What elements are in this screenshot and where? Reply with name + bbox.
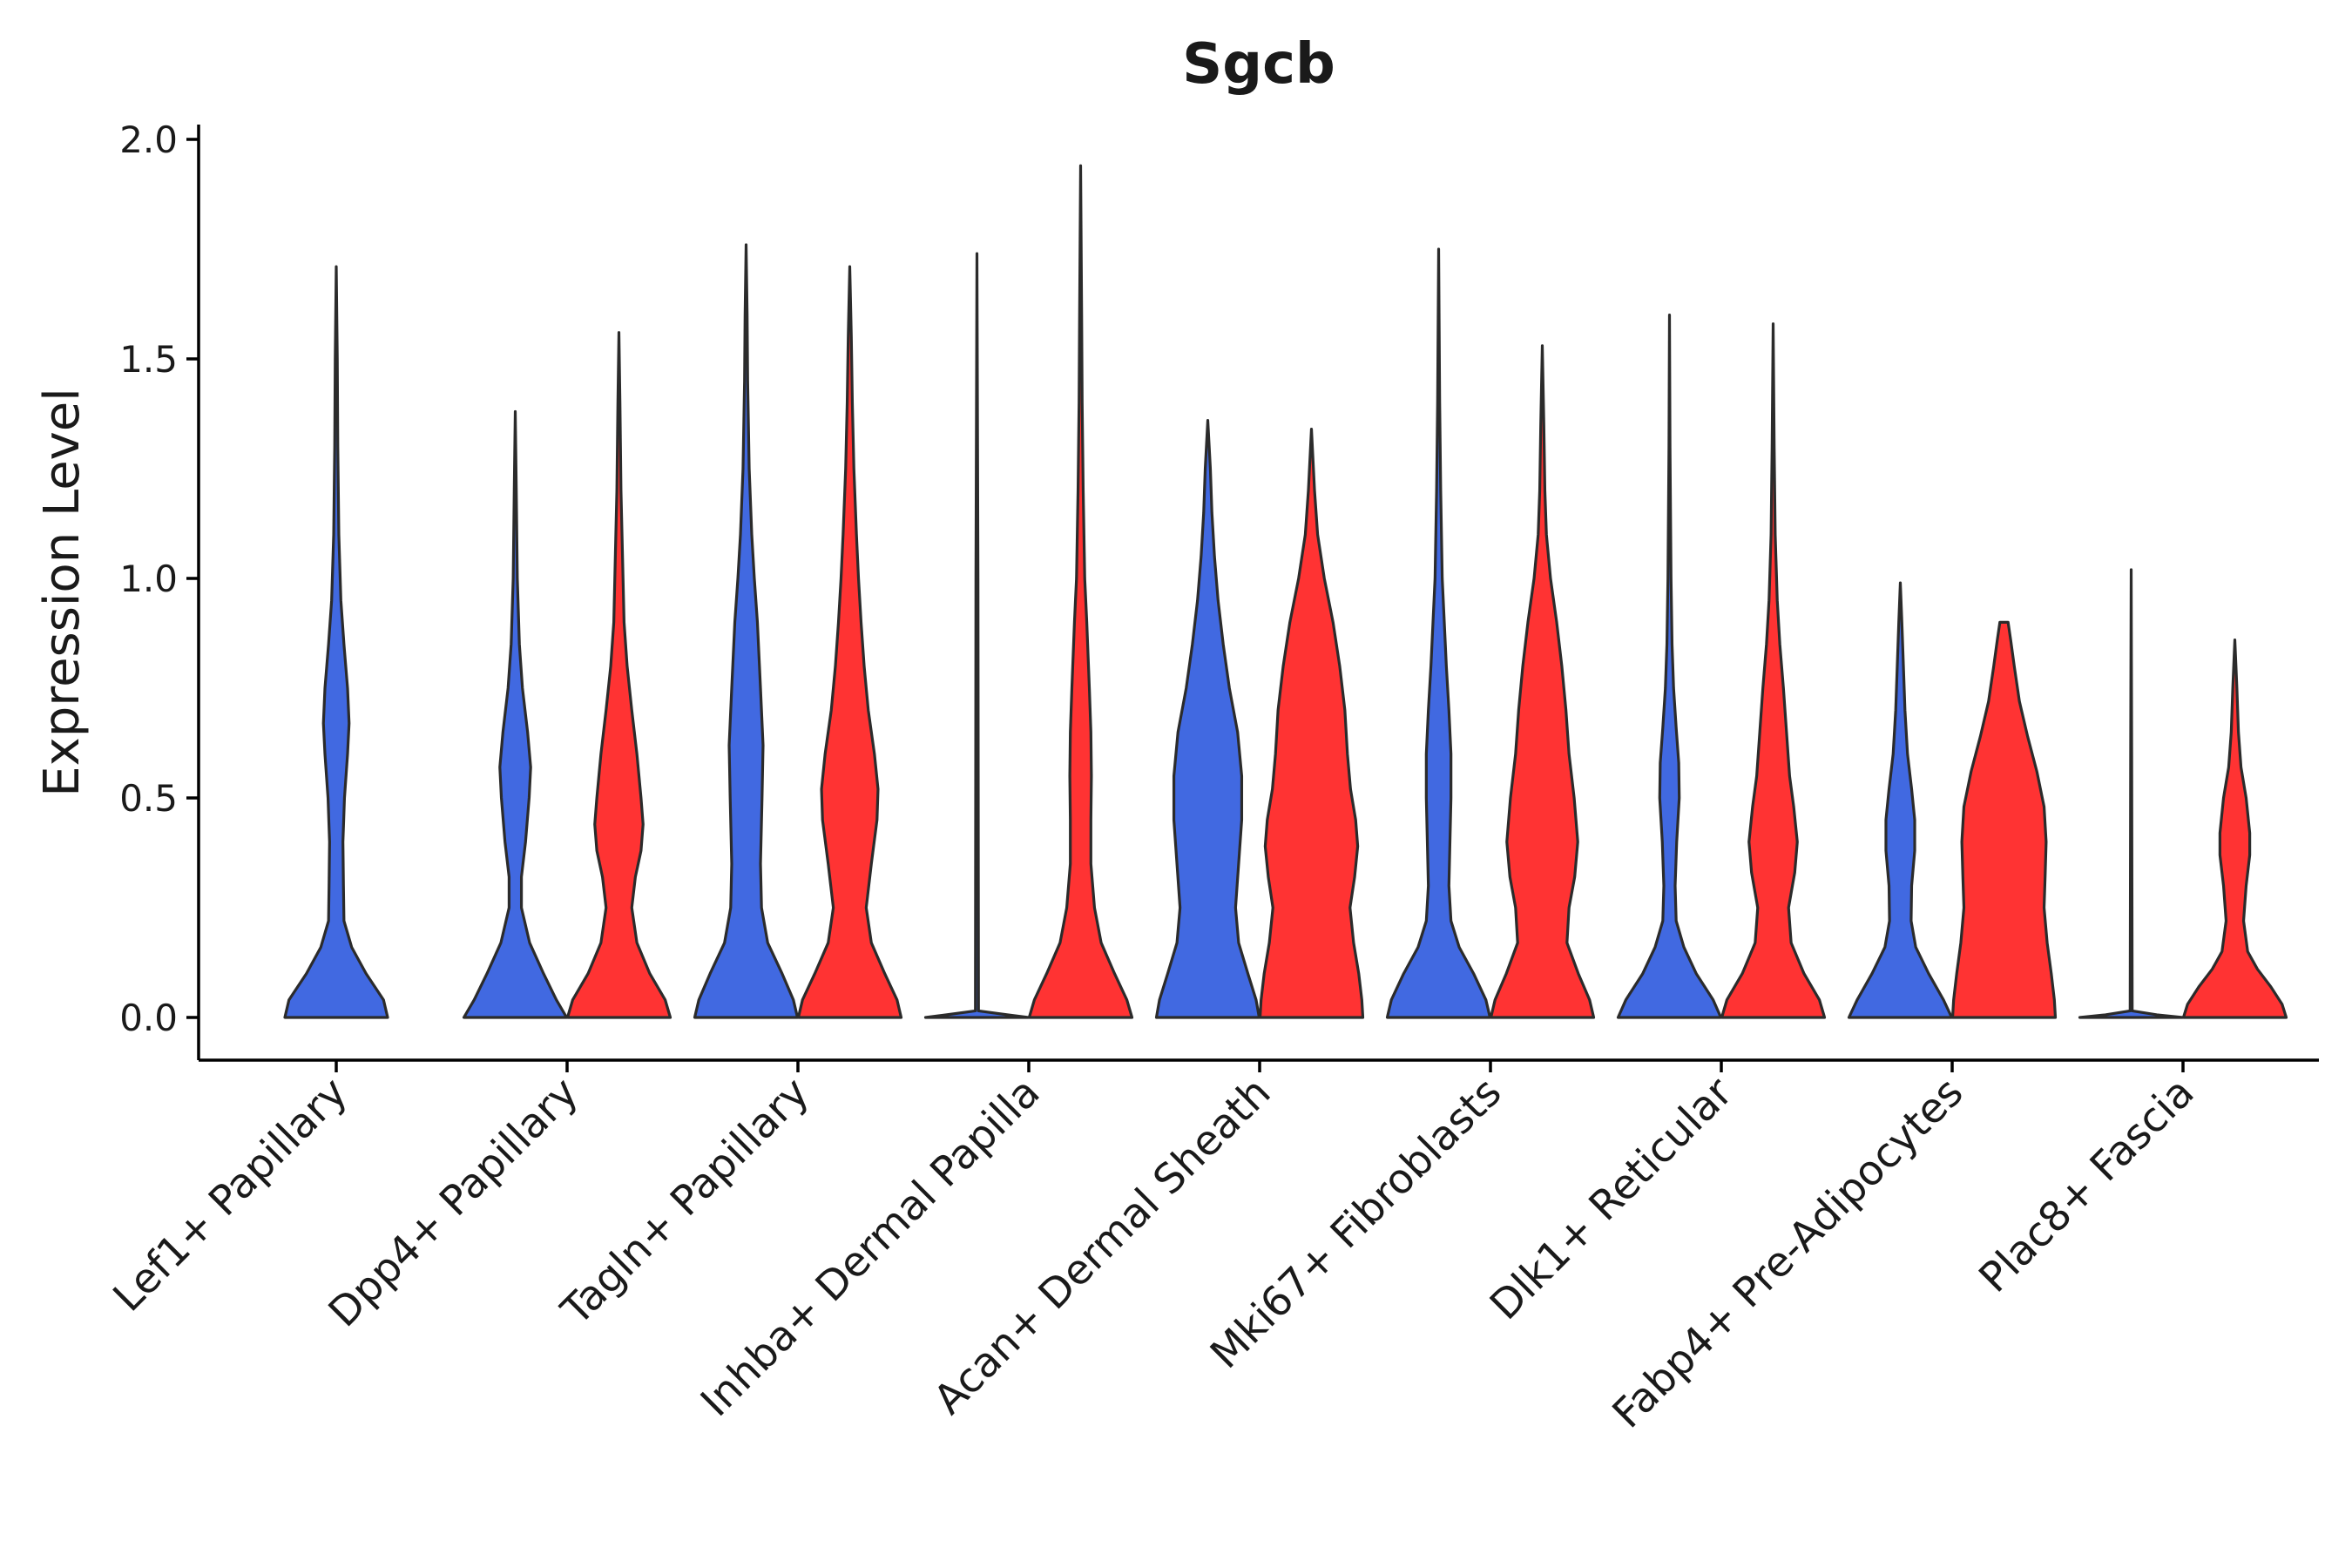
violin-7-group-2: [1950, 620, 2058, 1019]
chart-title: Sgcb: [1182, 32, 1335, 97]
violin-6-group-1: [1616, 314, 1723, 1019]
violin-2-group-2: [796, 265, 903, 1019]
violin-6-group-2: [1720, 322, 1827, 1019]
y-tick-label: 0.5: [119, 777, 178, 820]
violin-3-group-1: [923, 252, 1031, 1019]
violin-1-group-1: [462, 409, 569, 1019]
violins-layer: [283, 164, 2288, 1019]
y-tick-label: 1.5: [119, 338, 178, 381]
violin-8-group-1: [2078, 568, 2185, 1019]
violin-0-group-1: [283, 265, 389, 1019]
violin-5-group-1: [1385, 247, 1492, 1019]
y-tick-label: 1.0: [119, 558, 178, 600]
violin-1-group-2: [565, 331, 672, 1019]
y-tick-label: 0.0: [119, 997, 178, 1039]
y-axis-title: Expression Level: [34, 388, 91, 797]
violin-8-group-2: [2181, 638, 2288, 1019]
y-ticks-layer: 0.0 0.5 1.0 1.5 2.0: [119, 118, 199, 1039]
violin-4-group-2: [1258, 428, 1365, 1019]
violin-3-group-2: [1027, 164, 1134, 1019]
y-tick-label: 2.0: [119, 118, 178, 161]
violin-5-group-2: [1489, 344, 1596, 1019]
violin-7-group-1: [1847, 581, 1954, 1019]
violin-2-group-1: [693, 243, 800, 1019]
violin-4-group-1: [1154, 418, 1261, 1019]
